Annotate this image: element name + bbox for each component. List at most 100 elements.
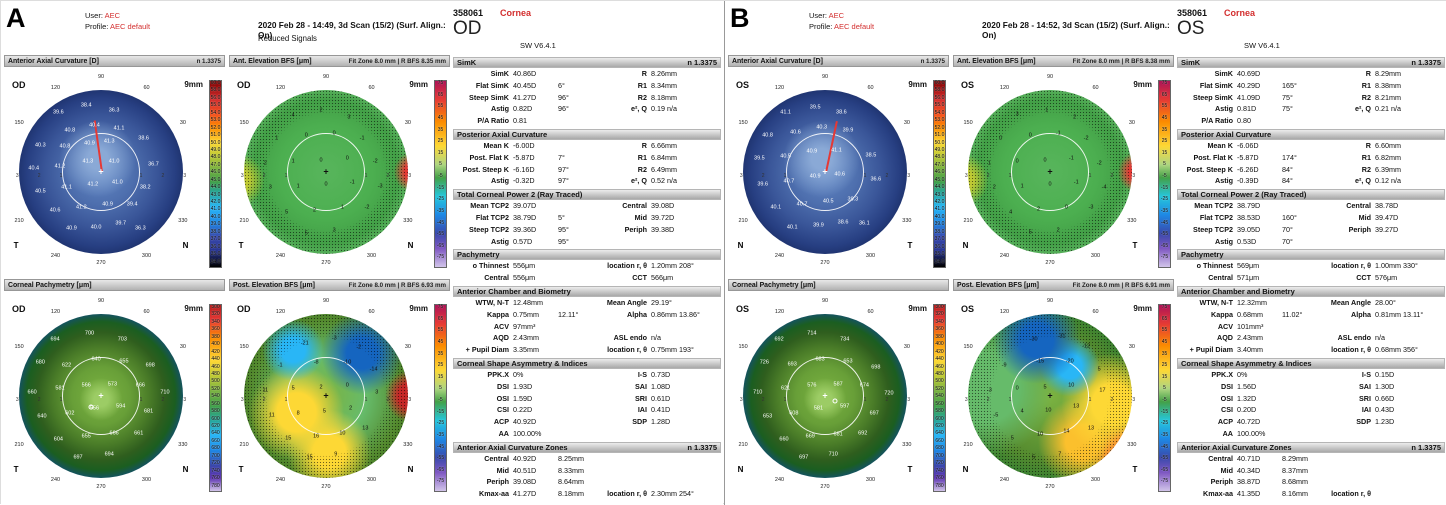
exam-id: 358061 [453,8,484,18]
map-value: 40.8 [64,127,76,134]
scale-tick-value: 580 [935,408,944,415]
row-value: 0.82D [513,104,533,114]
map-value: 703 [117,336,127,343]
angle-label: 90 [1046,74,1054,81]
row-label-2: location r, θ [1331,345,1371,355]
map-value: 40.8 [59,143,71,150]
scale-tick-value: 56.0 [934,94,945,101]
radius-tick-label: 3 [907,172,911,179]
row-value-2: 6.49mm [651,164,677,174]
row-value: 40.86D [513,69,537,78]
scale-tick-value: 600 [211,415,220,422]
table-row: Mid 40.51D 8.33mm [453,465,721,477]
row-label-2 [585,428,651,440]
scale-tick-value: 55 [437,327,444,334]
map-value: -1 [349,179,355,186]
map-value: 40.8 [762,132,773,139]
radius-tick-label: 1 [364,172,368,179]
table-section-title: Posterior Axial Curvature [1181,129,1272,139]
scale-tick-value: -55 [436,455,445,462]
scale-tick-value: 54.0 [210,109,221,116]
row-value-2 [1375,453,1445,465]
scale-tick-value: 37.0 [934,236,945,243]
temporal-nasal-label-right: T [1132,465,1138,475]
angle-label: 60 [867,85,874,92]
table-section-header: Anterior Chamber and Biometry [1177,285,1445,297]
radius-tick-label: 3 [183,396,187,403]
row-label: + Pupil Diam [1189,345,1233,355]
software-version: SW V6.4.1 [1244,41,1280,50]
row-label: Post. Flat K [1193,152,1233,162]
map-title-bar: Corneal Pachymetry [μm] [4,279,225,291]
scale-tick-value: -55 [1160,231,1169,238]
table-row: Post. Steep K -6.16D 97° R2 6.49mm [453,164,721,176]
table-section-header: Anterior Axial Curvature Zones n 1.3375 [1177,441,1445,453]
map-value: 694 [104,451,114,458]
angle-label: 30 [404,119,411,126]
angle-label: 90 [97,74,105,81]
row-label: Astig [1215,104,1233,114]
map-area: 41.1 39.5 38.6 40.8 40.6 40.3 39.9 39.5 40.5 40.9… [734,74,916,266]
row-degree: 174° [1282,152,1297,162]
table-section-title: Anterior Chamber and Biometry [1181,286,1295,296]
row-degree: 165° [1282,80,1297,90]
row-label: DSI [1221,381,1233,391]
radius-tick-label: 3 [739,172,743,179]
map-title-text: Ant. Elevation BFS [μm] [233,57,312,65]
map-value: 41.0 [108,158,120,165]
table-section-title: Corneal Shape Asymmetry & Indices [1181,358,1312,368]
map-value: 41.2 [87,181,99,188]
row-value-2: 38.78D [1375,201,1399,211]
scale-tick-value: -55 [1160,455,1169,462]
row-value: -5.87D [513,152,535,162]
table-row: Central 40.71D 8.29mm [1177,453,1445,465]
scale-tick-value: 620 [935,423,944,429]
row-value-2 [651,236,721,248]
row-value: -6.26D [1237,164,1259,174]
radius-tick-label: 1 [1088,172,1092,179]
radius-tick-label: 3 [240,172,244,179]
map-value: -15 [1036,357,1045,364]
scale-tick-value: 34.0 [210,258,221,265]
row-label: Steep SimK [1193,92,1233,102]
map-value: 3 [268,184,272,191]
map-value: -1 [1073,179,1079,186]
radius-tick-label: 2 [262,172,266,179]
table-section-right: n 1.3375 [1411,442,1441,452]
center-cross: + [98,390,104,401]
color-scale-bar: 60.0 58.0 56.0 55.0 54.0 53.0 52.0 51.0 50.0 49.0… [209,80,222,268]
row-label: CSI [497,405,509,415]
map-value: 697 [73,454,83,461]
row-value: 12.48mm [513,297,543,307]
map-anterior-elevation-bfs: Ant. Elevation BFS [μm] Fit Zone 8.0 mm |… [229,55,450,276]
temporal-nasal-label-right: N [182,241,189,251]
map-value: 40.1 [770,204,782,211]
scale-tick-value: -75 [436,478,445,485]
scale-tick-value: 520 [211,385,220,392]
radius-tick-label: 3 [408,172,412,179]
scale-tick-value: 35 [437,126,444,133]
user-value: AEC [828,11,845,20]
table-row: Astig 0.57D 95° [453,236,721,248]
table-row: ACV 101mm³ [1177,321,1445,333]
row-value-2: 29.19° [651,297,672,307]
map-value: 700 [84,329,95,336]
map-value: 0 [1015,158,1019,165]
angle-label: 150 [14,119,24,126]
scale-tick-value: -25 [436,420,445,427]
map-value: 2 [1073,114,1077,121]
angle-label: 30 [179,119,186,126]
scale-tick-value: 740 [211,467,220,474]
row-value-2: 6.84mm [651,152,677,162]
row-label: Post. Flat K [469,152,509,162]
row-value: 571μm [1237,273,1260,283]
row-value: 101mm³ [1237,321,1264,331]
map-value: 40.3 [816,123,828,130]
row-label-2: R2 [637,164,647,174]
map-eye-label: OS [736,304,750,314]
zone-ring [785,132,865,212]
radius-tick-label: 2 [386,172,390,179]
angle-label: 210 [14,218,24,225]
map-value: -3 [331,334,337,341]
map-value: 5 [1028,228,1032,235]
